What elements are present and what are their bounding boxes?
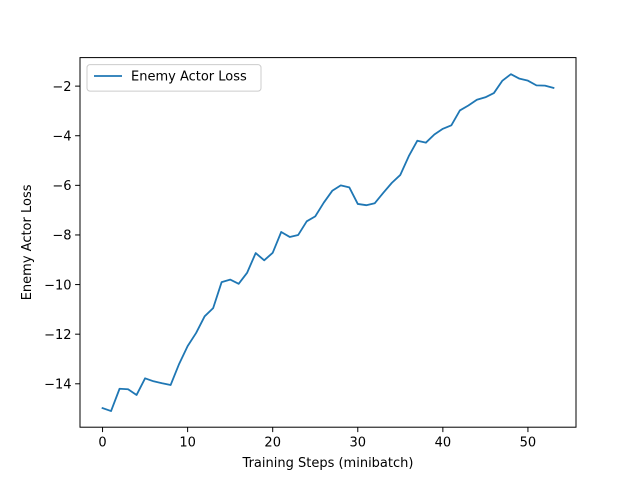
- legend: Enemy Actor Loss: [86, 64, 262, 92]
- y-axis-label: Enemy Actor Loss: [20, 184, 35, 300]
- series-line-0: [101, 73, 555, 412]
- x-tick-label: 30: [350, 436, 367, 451]
- x-tick-label: 0: [98, 436, 106, 451]
- x-axis-label: Training Steps (minibatch): [242, 456, 414, 471]
- legend-box: [86, 64, 262, 92]
- y-tick-label: −12: [44, 328, 71, 343]
- x-tick-label: 10: [179, 436, 196, 451]
- y-axis: −14 −12 −10 −8 −6 −4 −2: [44, 80, 80, 392]
- x-tick-label: 50: [520, 436, 537, 451]
- y-tick-label: −10: [44, 278, 71, 293]
- series-layer: [101, 73, 555, 412]
- y-tick-label: −14: [44, 377, 71, 392]
- x-tick-label: 40: [435, 436, 452, 451]
- plot-frame: [79, 57, 577, 428]
- x-axis: 0 10 20 30 40 50: [98, 427, 536, 451]
- x-tick-label: 20: [264, 436, 281, 451]
- y-tick-label: −8: [52, 229, 71, 244]
- y-tick-label: −2: [52, 80, 71, 95]
- y-tick-label: −6: [52, 179, 71, 194]
- y-tick-label: −4: [52, 129, 71, 144]
- legend-label: Enemy Actor Loss: [131, 70, 247, 85]
